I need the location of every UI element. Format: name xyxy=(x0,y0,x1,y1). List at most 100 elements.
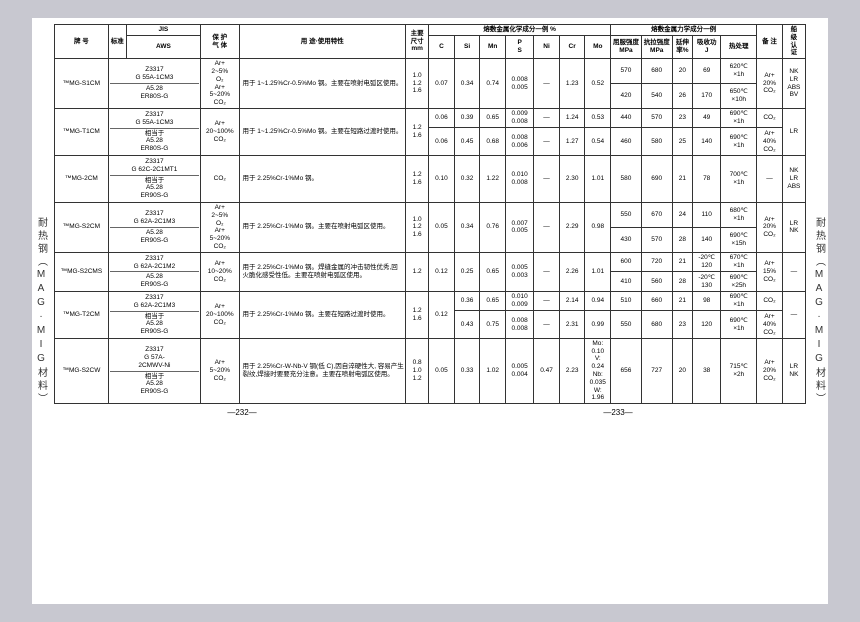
cell: 460 xyxy=(611,128,642,156)
cell: ™MG-2CM xyxy=(55,155,109,202)
cell: 0.36 xyxy=(454,291,480,310)
cell: ™MG-S2CW xyxy=(55,338,109,403)
cell: 0.39 xyxy=(454,108,480,127)
cell: 0.06 xyxy=(429,108,455,127)
cell: 580 xyxy=(611,155,642,202)
cell: 720 xyxy=(641,252,672,272)
cell: 690℃×15h xyxy=(721,227,757,252)
cell: 0.54 xyxy=(585,128,611,156)
cell: ™MG-S1CM xyxy=(55,59,109,109)
cell: 用于 2.25%Cr-1%Mo 钢。主要在短路过渡时使用。 xyxy=(239,291,406,338)
cell: 1.2 xyxy=(406,252,429,291)
cell: — xyxy=(757,155,783,202)
cell: 0.52 xyxy=(585,59,611,109)
cell: Ar+20~100%CO₂ xyxy=(201,291,239,338)
cell: 0.75 xyxy=(480,311,506,339)
cell: 用于 1~1.25%Cr-0.5%Mo 钢。主要在短路过渡时使用。 xyxy=(239,108,406,155)
cell: CO₂ xyxy=(757,291,783,310)
cell: -20℃120 xyxy=(693,252,721,272)
cell: Z3317G 62C-2C1MT1相当于A5.28ER90S-G xyxy=(108,155,200,202)
cell: 0.05 xyxy=(429,202,455,252)
cell: 0.0100.008 xyxy=(506,155,534,202)
table-row: ™MG-S2CMZ3317G 62A-2C1M3A5.28ER90S-G Ar+… xyxy=(55,202,806,227)
cell: 656 xyxy=(611,338,642,403)
cell: 用于 2.25%Cr-1%Mo 钢。焊缝金属的冲击韧性优秀,回火脆化感受性低。主… xyxy=(239,252,406,291)
cell: — xyxy=(534,202,560,252)
cell: Z3317G 62A-2C1M2A5.28ER90S-G xyxy=(108,252,200,291)
th-ps: PS xyxy=(506,35,534,58)
cell: 2.31 xyxy=(559,311,585,339)
cell: 0.65 xyxy=(480,108,506,127)
cell: 1.21.6 xyxy=(406,155,429,202)
th-dim: 主要尺寸mm xyxy=(406,25,429,59)
cell: Ar+15%CO₂ xyxy=(757,252,783,291)
th-chem-group: 熔敷金属化学成分一例 % xyxy=(429,25,611,36)
th-jis: JIS xyxy=(126,25,200,36)
cell: — xyxy=(782,291,805,338)
cell: 0.65 xyxy=(480,291,506,310)
cell: 用于 2.25%Cr-1%Mo 钢。主要在喷射电弧区使用。 xyxy=(239,202,406,252)
th-ni: Ni xyxy=(534,35,560,58)
cell: 0.32 xyxy=(454,155,480,202)
cell: 21 xyxy=(672,155,693,202)
cell: 420 xyxy=(611,84,642,109)
cell: 0.12 xyxy=(429,252,455,291)
cell: 670℃×1h xyxy=(721,252,757,272)
table-row: ™MG-T2CMZ3317G 62A-2C1M3相当于A5.28ER90S-G … xyxy=(55,291,806,310)
cell: 700℃×1h xyxy=(721,155,757,202)
cell: 98 xyxy=(693,291,721,310)
cell: 0.68 xyxy=(480,128,506,156)
cell: Z3317G 57A-2CMWV-Ni相当于A5.28ER90S-G xyxy=(108,338,200,403)
cell: Ar+10~20%CO₂ xyxy=(201,252,239,291)
table-body: ™MG-S1CMZ3317G 55A-1CM3A5.28ER80S-G Ar+2… xyxy=(55,59,806,404)
cell: 0.65 xyxy=(480,252,506,291)
page-number-right: —233— xyxy=(603,408,632,417)
cell: Mo:0.10V:0.24Nb:0.035W:1.96 xyxy=(585,338,611,403)
cell: 0.34 xyxy=(454,202,480,252)
cell: -20℃130 xyxy=(693,272,721,292)
th-mo: Mo xyxy=(585,35,611,58)
cell: 660 xyxy=(641,291,672,310)
cell: 0.98 xyxy=(585,202,611,252)
th-gas: 保 护气 体 xyxy=(201,25,239,59)
cell: 21 xyxy=(672,252,693,272)
cell: — xyxy=(534,155,560,202)
cell: 0.12 xyxy=(429,291,455,338)
cell: 727 xyxy=(641,338,672,403)
cell: 690℃×1h xyxy=(721,311,757,339)
cell: 28 xyxy=(672,272,693,292)
cell: 1.01.21.6 xyxy=(406,59,429,109)
cell: 2.26 xyxy=(559,252,585,291)
cell: 2.29 xyxy=(559,202,585,252)
cell: ™MG-T1CM xyxy=(55,108,109,155)
cell: 120 xyxy=(693,311,721,339)
cell: 0.07 xyxy=(429,59,455,109)
cell: 0.0090.008 xyxy=(506,108,534,127)
cell: 1.21.6 xyxy=(406,108,429,155)
th-mech-group: 熔敷金属力学成分一例 xyxy=(611,25,757,36)
cell: 570 xyxy=(641,108,672,127)
cell: 0.0080.008 xyxy=(506,311,534,339)
cell: LRNK xyxy=(782,338,805,403)
cell: 650℃×10h xyxy=(721,84,757,109)
cell: 715℃×2h xyxy=(721,338,757,403)
cell: LR xyxy=(782,108,805,155)
cell: ™MG-S2CMS xyxy=(55,252,109,291)
table-row: ™MG-S1CMZ3317G 55A-1CM3A5.28ER80S-G Ar+2… xyxy=(55,59,806,84)
cell: Ar+5~20%CO₂ xyxy=(201,338,239,403)
cell: 1.21.6 xyxy=(406,291,429,338)
cell: 0.47 xyxy=(534,338,560,403)
cell: 1.01 xyxy=(585,155,611,202)
cell: Ar+40%CO₂ xyxy=(757,128,783,156)
cell: 38 xyxy=(693,338,721,403)
cell: ™MG-T2CM xyxy=(55,291,109,338)
cell: 23 xyxy=(672,108,693,127)
cell: — xyxy=(782,252,805,291)
cell: 680 xyxy=(641,311,672,339)
cell: 550 xyxy=(611,202,642,227)
cell: 0.99 xyxy=(585,311,611,339)
cell: 540 xyxy=(641,84,672,109)
cell: 1.24 xyxy=(559,108,585,127)
cell: 0.0050.003 xyxy=(506,252,534,291)
cell: Z3317G 62A-2C1M3A5.28ER90S-G xyxy=(108,202,200,252)
